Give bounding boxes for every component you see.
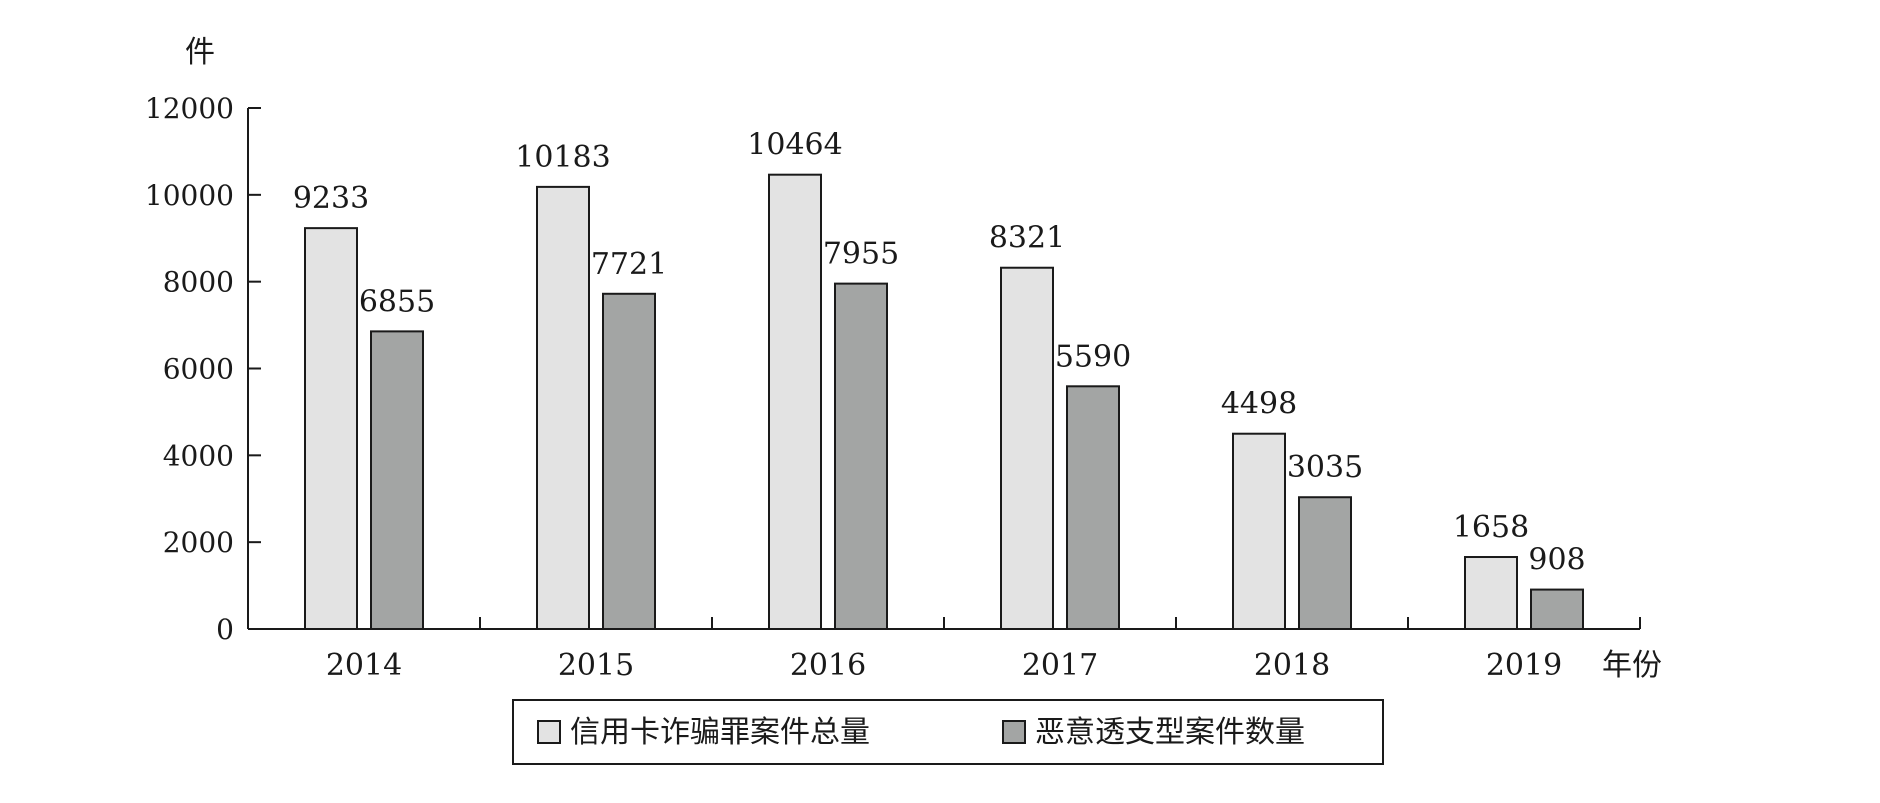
- data-label: 7955: [823, 237, 899, 272]
- legend-swatch-total-cases: [537, 720, 561, 744]
- data-labels: 9233 6855 10183 7721 10464 7955 8321 5590 4498 30…: [293, 128, 1586, 578]
- x-axis-title: 年份: [1602, 648, 1662, 683]
- bar-overdraft-cases: [370, 330, 424, 630]
- legend-label-total-cases: 信用卡诈骗罪案件总量: [570, 715, 870, 750]
- bar-overdraft-cases: [602, 292, 656, 630]
- x-tick-label: 2018: [1254, 648, 1330, 683]
- y-axis: 0 2000 4000 6000 8000 10000 12000: [145, 92, 261, 646]
- data-label: 3035: [1287, 450, 1363, 485]
- y-tick-label: 6000: [163, 353, 234, 386]
- y-tick-label: 10000: [145, 179, 234, 212]
- legend: 信用卡诈骗罪案件总量 恶意透支型案件数量: [512, 699, 1384, 765]
- data-label: 10183: [515, 140, 610, 175]
- x-tick-label: 2017: [1022, 648, 1098, 683]
- bar-overdraft-cases: [1298, 496, 1352, 630]
- x-tick-label: 2016: [790, 648, 866, 683]
- data-label: 908: [1528, 543, 1585, 578]
- bar-total-cases: [768, 173, 822, 631]
- bar-total-cases: [1232, 432, 1286, 630]
- data-label: 1658: [1453, 510, 1529, 545]
- legend-frame: [512, 699, 1384, 765]
- y-tick-label: 2000: [163, 526, 234, 559]
- bar-overdraft-cases: [1066, 385, 1120, 631]
- bar-total-cases: [304, 227, 358, 630]
- bar-overdraft-cases: [1530, 588, 1584, 630]
- data-label: 10464: [747, 128, 842, 163]
- x-tick-label: 2014: [326, 648, 402, 683]
- data-label: 5590: [1055, 339, 1131, 374]
- y-tick-label: 8000: [163, 266, 234, 299]
- bar-total-cases: [1464, 556, 1518, 630]
- x-tick-label: 2015: [558, 648, 634, 683]
- y-tick-label: 0: [216, 613, 234, 646]
- bars: [304, 173, 1584, 631]
- x-tick-label: 2019: [1486, 648, 1562, 683]
- data-label: 7721: [591, 247, 667, 282]
- data-label: 8321: [989, 221, 1065, 256]
- y-axis-title: 件: [185, 35, 215, 70]
- y-tick-label: 4000: [163, 439, 234, 472]
- data-label: 6855: [359, 284, 435, 319]
- x-axis: 2014 2015 2016 2017 2018 2019: [247, 617, 1641, 683]
- bar-overdraft-cases: [834, 282, 888, 630]
- legend-label-overdraft-cases: 恶意透支型案件数量: [1035, 715, 1305, 750]
- legend-swatch-overdraft-cases: [1002, 720, 1026, 744]
- y-tick-label: 12000: [145, 92, 234, 125]
- bar-total-cases: [536, 185, 590, 630]
- data-label: 9233: [293, 181, 369, 216]
- bar-total-cases: [1000, 266, 1054, 630]
- data-label: 4498: [1221, 387, 1297, 422]
